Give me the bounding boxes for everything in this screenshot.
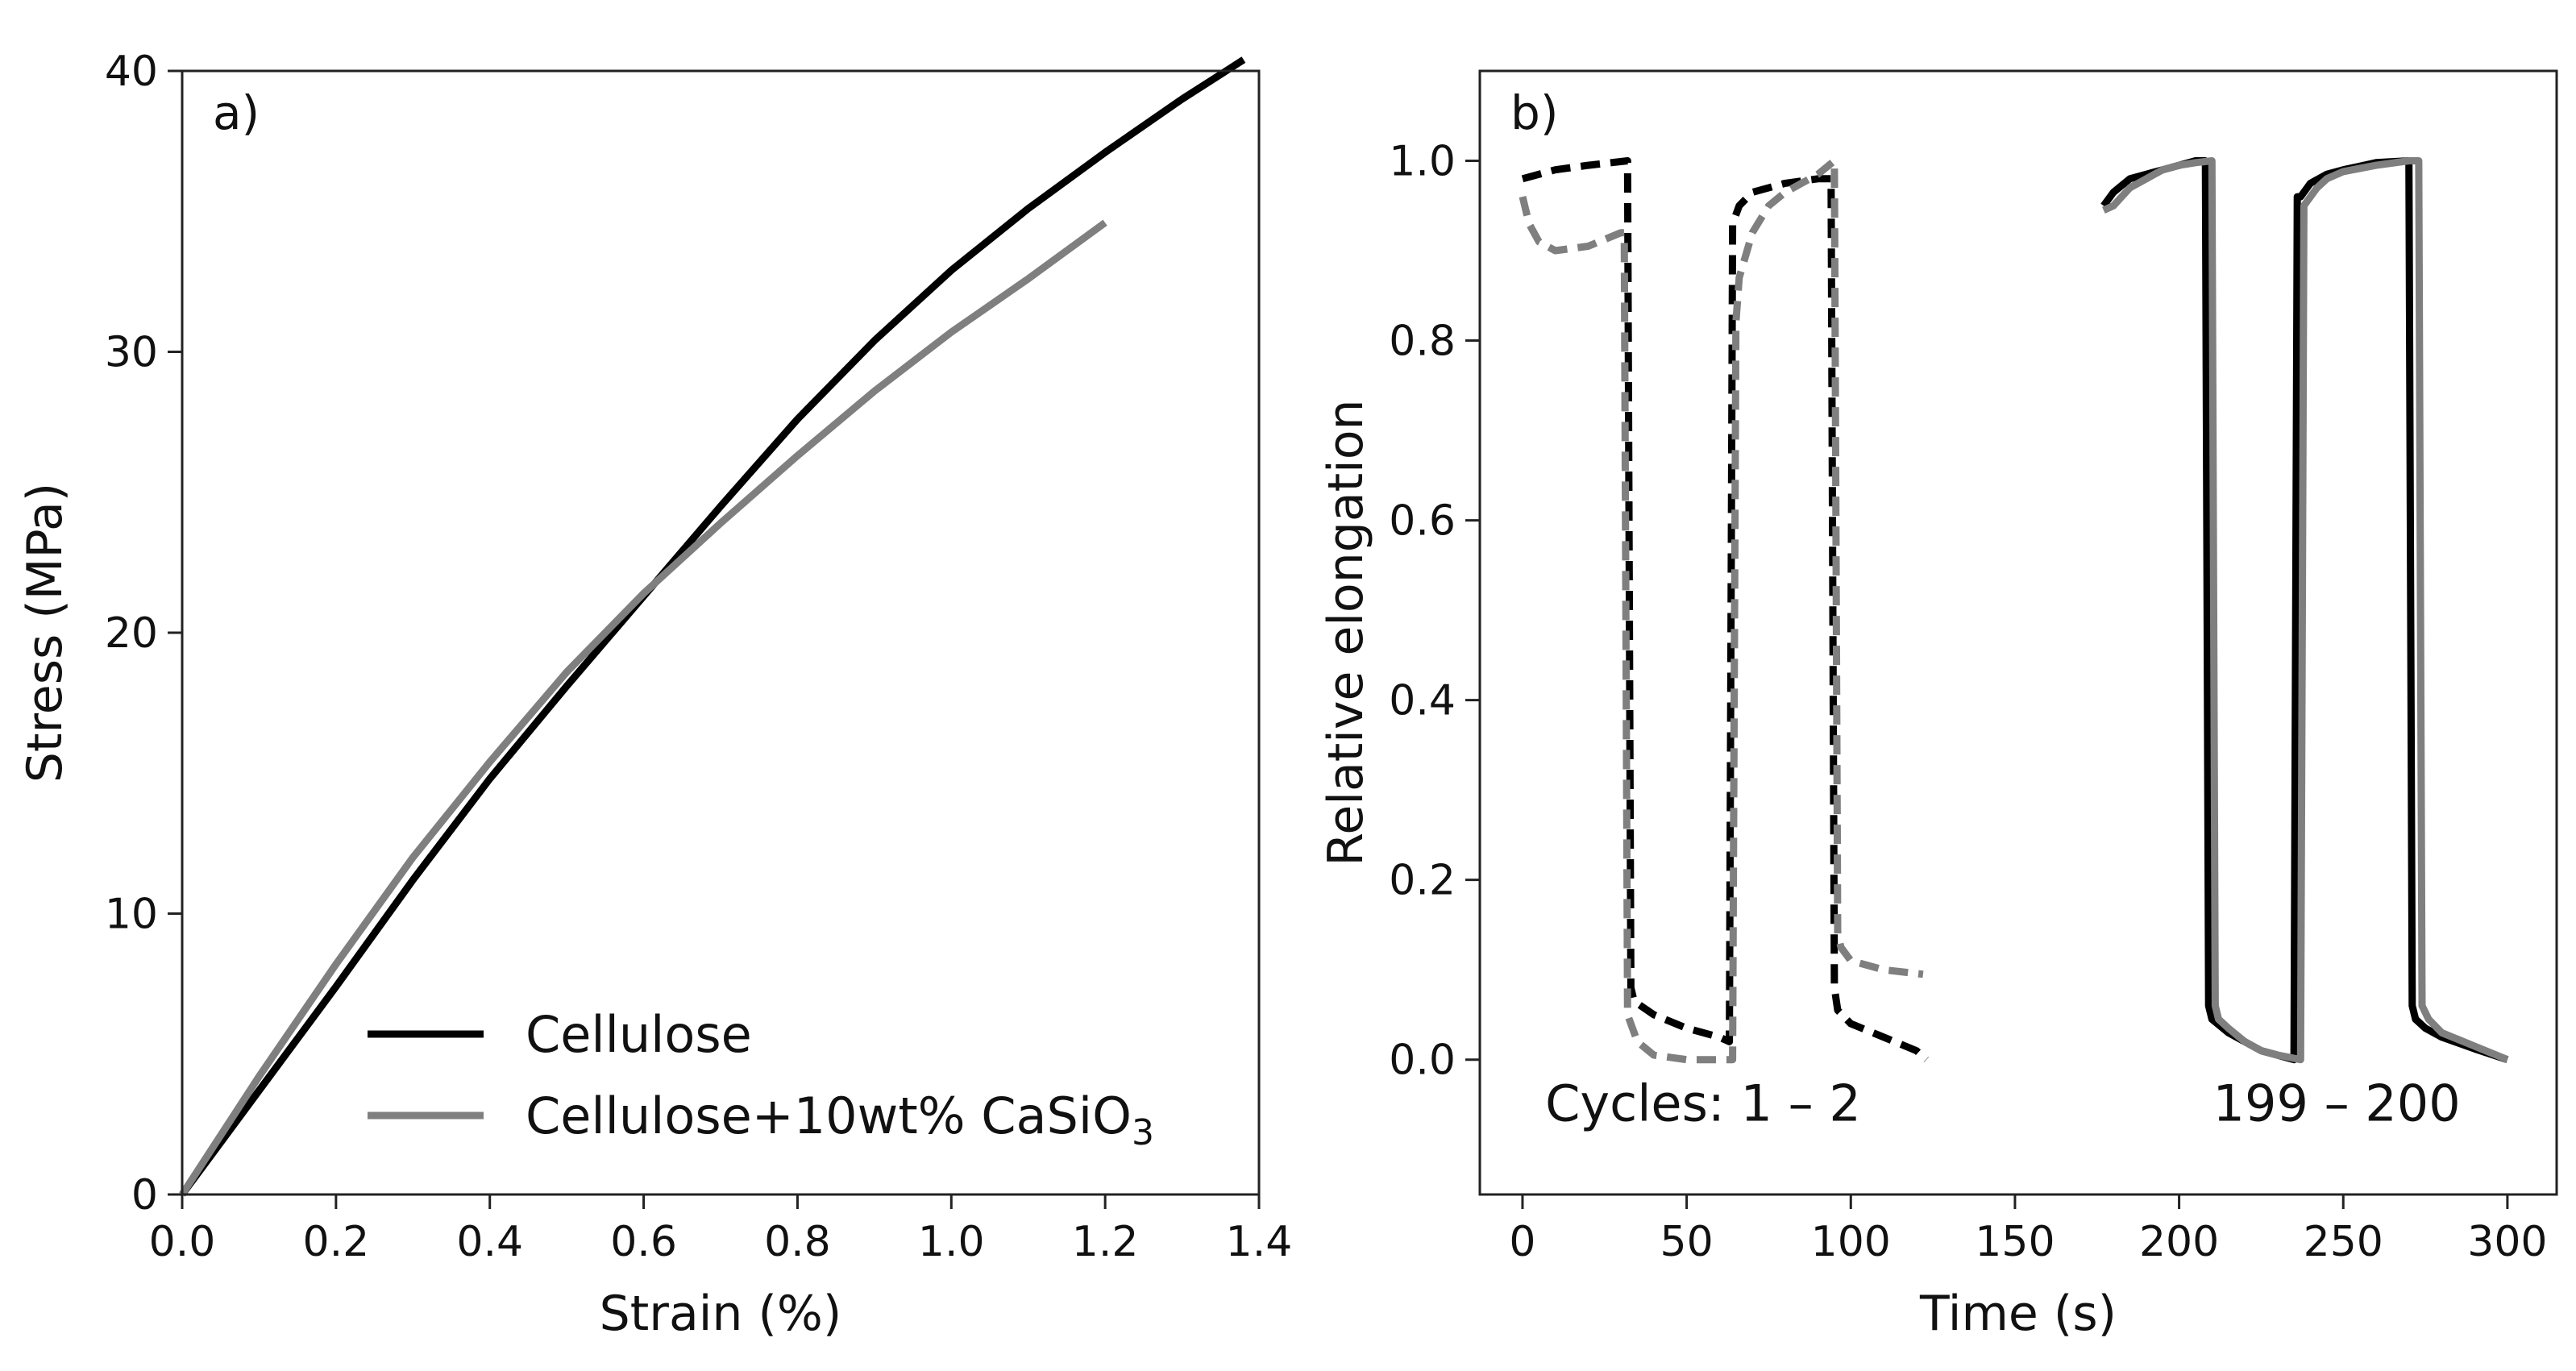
x-tick-label: 200	[2139, 1218, 2219, 1266]
series-line-2	[1519, 157, 1924, 1064]
panel-a-stress-strain: 0.0 0.2 0.4 0.6 0.8 1.0 1.2 1.4 0 10 20 30 40 a) Str…	[17, 48, 1292, 1342]
panel-a-lines	[179, 56, 1246, 1197]
panel-a-y-axis-label: Stress (MPa)	[17, 483, 73, 783]
series-line-4	[2102, 157, 2509, 1064]
panel-a-ticks: 0.0 0.2 0.4 0.6 0.8 1.0 1.2 1.4 0 10 20 30 40	[105, 48, 1293, 1266]
x-tick-label: 1.2	[1072, 1218, 1139, 1266]
x-tick-label: 0.0	[149, 1218, 216, 1266]
series-line-1	[179, 56, 1246, 1197]
series-line-1	[1521, 157, 1930, 1063]
y-tick-label: 0.6	[1389, 497, 1456, 546]
panel-b-ticks: 0 50 100 150 200 250 300 0.0 0.2 0.4 0.6 0.8 1.0	[1389, 138, 2547, 1266]
x-tick-label: 0.8	[764, 1218, 831, 1266]
legend-label-cellulose-casio3: Cellulose+10wt% CaSiO3	[526, 1086, 1154, 1153]
panel-b-y-axis-label: Relative elongation	[1318, 399, 1374, 866]
annotation-cycles-199-200: 199 – 200	[2213, 1074, 2461, 1132]
x-tick-label: 50	[1660, 1218, 1714, 1266]
y-tick-label: 1.0	[1389, 138, 1456, 186]
y-tick-label: 30	[105, 329, 158, 377]
x-tick-label: 300	[2467, 1218, 2547, 1266]
x-tick-label: 0	[1509, 1218, 1535, 1266]
x-tick-label: 0.2	[303, 1218, 370, 1266]
panel-b-label: b)	[1510, 85, 1558, 140]
panel-b-axes-frame	[1478, 69, 2558, 1196]
y-tick-label: 20	[105, 609, 158, 658]
annotation-cycles-1-2: Cycles: 1 – 2	[1545, 1074, 1861, 1132]
panel-a-x-axis-label: Strain (%)	[600, 1286, 842, 1342]
legend-label-cellulose-casio3-subscript: 3	[1132, 1112, 1154, 1153]
y-tick-label: 0	[131, 1171, 158, 1219]
series-line-2	[179, 219, 1107, 1197]
x-tick-label: 0.4	[456, 1218, 523, 1266]
panel-b-lines	[1519, 157, 2509, 1064]
panel-a-axes-frame	[181, 69, 1261, 1196]
y-tick-label: 10	[105, 891, 158, 939]
y-tick-label: 0.0	[1389, 1037, 1456, 1085]
x-tick-label: 1.4	[1226, 1218, 1293, 1266]
panel-a-legend: Cellulose Cellulose+10wt% CaSiO3	[368, 1005, 1154, 1153]
y-tick-label: 0.4	[1389, 677, 1456, 725]
panel-b-x-axis-label: Time (s)	[1919, 1286, 2117, 1342]
x-tick-label: 150	[1975, 1218, 2055, 1266]
x-tick-label: 1.0	[918, 1218, 985, 1266]
legend-label-cellulose: Cellulose	[526, 1005, 752, 1064]
x-tick-label: 100	[1811, 1218, 1891, 1266]
panel-a-label: a)	[213, 85, 260, 140]
y-tick-label: 40	[105, 48, 158, 96]
x-tick-label: 250	[2304, 1218, 2383, 1266]
y-tick-label: 0.8	[1389, 318, 1456, 366]
x-tick-label: 0.6	[610, 1218, 677, 1266]
legend-label-cellulose-casio3-main: Cellulose+10wt% CaSiO	[526, 1086, 1132, 1145]
y-tick-label: 0.2	[1389, 857, 1456, 905]
